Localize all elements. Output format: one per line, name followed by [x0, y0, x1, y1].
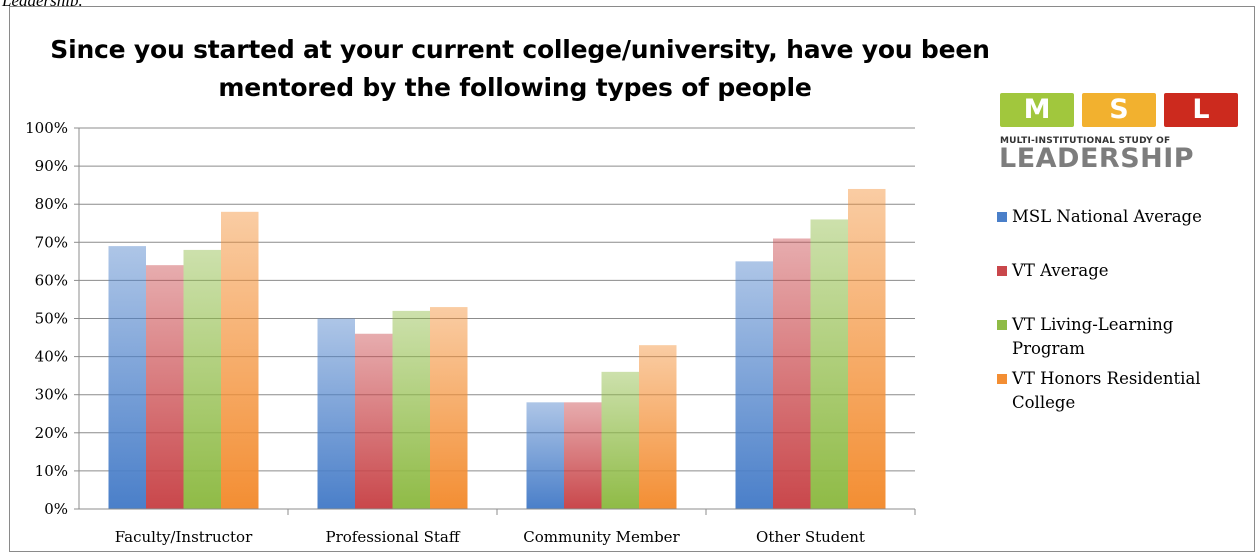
chart-title-line-1: Since you started at your current colleg… — [50, 35, 990, 64]
y-tick-label: 30% — [35, 386, 68, 404]
chart-frame: Since you started at your current colleg… — [9, 6, 1255, 552]
x-tick-label: Other Student — [756, 528, 865, 546]
bars — [108, 188, 886, 510]
logo-wordmark: LEADERSHIP — [999, 143, 1195, 174]
y-tick-label: 20% — [35, 424, 68, 442]
y-tick-label: 10% — [35, 462, 68, 480]
x-tick-label: Community Member — [523, 528, 680, 546]
bar — [564, 402, 602, 509]
legend-swatch — [997, 320, 1007, 330]
y-tick-label: 0% — [44, 500, 68, 518]
logo-subtitle: MULTI-INSTITUTIONAL STUDY OF — [1000, 136, 1171, 146]
y-tick-label: 60% — [35, 271, 68, 289]
legend-item-vt-living-learning: VT Living-Learning Program — [995, 313, 1257, 361]
bar — [317, 318, 355, 509]
axes — [78, 128, 916, 515]
legend-item-vt-average: VT Average — [995, 259, 1257, 283]
x-tick-label: Faculty/Instructor — [115, 528, 253, 546]
legend-label: VT Living-Learning — [1012, 315, 1174, 334]
y-tick-label: 90% — [35, 157, 68, 175]
bar — [639, 345, 677, 509]
legend-label-line-2: College — [1012, 393, 1076, 412]
bar — [848, 188, 886, 509]
logo-s-box: S — [1082, 93, 1156, 127]
legend-label: VT Honors Residential — [1012, 369, 1201, 388]
legend-swatch — [997, 374, 1007, 384]
legend-swatch — [997, 266, 1007, 276]
bar — [108, 246, 146, 510]
legend-item-vt-honors: VT Honors Residential College — [995, 367, 1257, 415]
logo-m-box: M — [1000, 93, 1074, 127]
x-tick-label: Professional Staff — [325, 528, 460, 546]
bar — [392, 310, 430, 509]
y-tick-label: 40% — [35, 348, 68, 366]
chart-legend: MSL National Average VT Average VT Livin… — [995, 205, 1257, 421]
bar — [526, 402, 564, 509]
y-tick-label: 100% — [25, 119, 68, 137]
legend-swatch — [997, 212, 1007, 222]
y-tick-label: 70% — [35, 233, 68, 251]
legend-item-msl-national: MSL National Average — [995, 205, 1257, 229]
legend-label-line-2: Program — [1012, 339, 1085, 358]
y-tick-label: 50% — [35, 310, 68, 328]
bar — [601, 371, 639, 509]
caption-fragment: Leadership. — [2, 0, 83, 10]
bar — [810, 219, 848, 509]
logo-l-box: L — [1164, 93, 1238, 127]
bar — [773, 238, 811, 510]
x-tick-labels: Faculty/Instructor Professional Staff Comm… — [115, 528, 865, 546]
bar — [430, 307, 468, 509]
legend-label: MSL National Average — [1012, 207, 1202, 226]
y-tick-labels: 0% 10% 20% 30% 40% 50% 60% 70% 80% 90% 100% — [25, 119, 68, 518]
y-tick-label: 80% — [35, 195, 68, 213]
bar — [183, 249, 221, 510]
bar — [355, 333, 393, 509]
bar — [221, 211, 259, 509]
msl-logo: M S L MULTI-INSTITUTIONAL STUDY OF LEADE… — [999, 93, 1240, 174]
bar — [735, 261, 773, 509]
legend-label: VT Average — [1012, 261, 1109, 280]
chart-title-line-2: mentored by the following types of peopl… — [218, 73, 812, 102]
bar-chart: 0% 10% 20% 30% 40% 50% 60% 70% 80% 90% 100% Facult… — [25, 119, 916, 546]
bar — [146, 265, 184, 509]
